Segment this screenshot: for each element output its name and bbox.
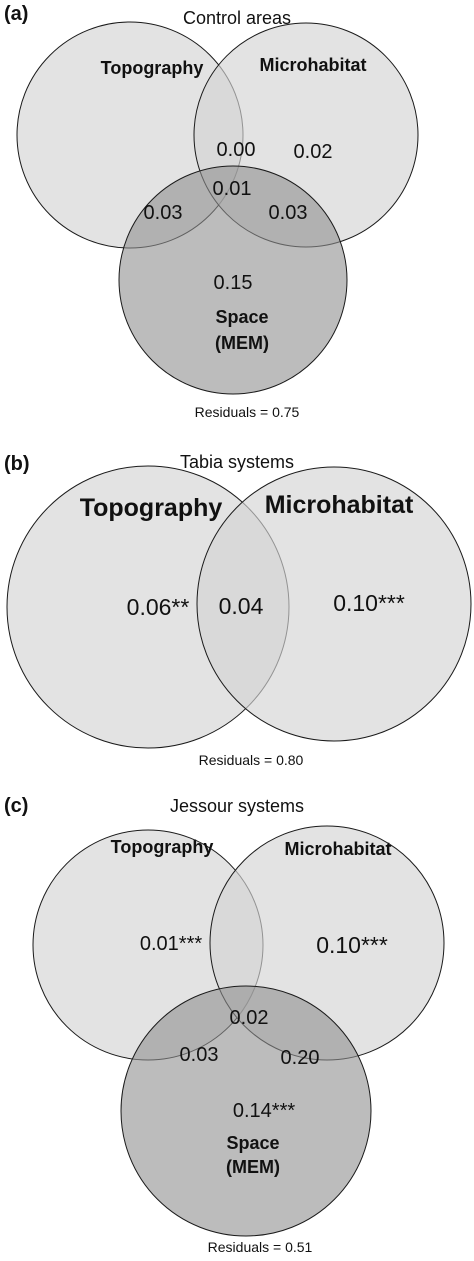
panel-c-microhabitat-label: Microhabitat: [284, 839, 391, 859]
panel-c-topo-only-value: 0.01***: [140, 933, 202, 955]
panel-c-all-three-value: 0.02: [230, 1007, 269, 1029]
panel-c-space-label-line1: Space: [226, 1133, 279, 1153]
panel-b: (b) Tabia systems Topography Microhabita…: [4, 452, 472, 768]
panel-a-micro-space-value: 0.03: [269, 202, 308, 224]
panel-a-microhabitat-label: Microhabitat: [259, 55, 366, 75]
panel-b-microhabitat-circle: [196, 466, 472, 742]
panel-c-space-only-value: 0.14***: [233, 1100, 295, 1122]
panel-b-letter: (b): [4, 453, 30, 475]
panel-c-space-circle: [120, 985, 372, 1237]
panel-a-letter: (a): [4, 3, 28, 25]
panel-a-residuals: Residuals = 0.75: [195, 404, 300, 420]
panel-b-microhabitat-label: Microhabitat: [265, 491, 414, 519]
panel-b-micro-only-value: 0.10***: [333, 590, 405, 616]
panel-c-topo-space-value: 0.03: [180, 1044, 219, 1066]
panel-c-residuals: Residuals = 0.51: [208, 1239, 313, 1255]
panel-c-title: Jessour systems: [170, 796, 304, 816]
panel-c-space-label-line2: (MEM): [226, 1157, 280, 1177]
panel-a-space-circle: [118, 165, 348, 395]
panel-a: (a) Control areas Topography Microhabita…: [4, 3, 419, 420]
panel-c: (c) Jessour systems Topography Microhabi…: [4, 795, 445, 1255]
panel-a-topo-micro-value: 0.00: [217, 139, 256, 161]
panel-b-topo-only-value: 0.06**: [127, 594, 190, 620]
panel-a-topography-label: Topography: [101, 58, 204, 78]
panel-b-topo-micro-value: 0.04: [219, 593, 264, 619]
panel-b-residuals: Residuals = 0.80: [199, 752, 304, 768]
panel-c-letter: (c): [4, 795, 28, 817]
panel-a-space-only-value: 0.15: [214, 272, 253, 294]
panel-a-micro-only-value: 0.02: [294, 141, 333, 163]
panel-c-micro-space-value: 0.20: [281, 1047, 320, 1069]
panel-a-title: Control areas: [183, 8, 291, 28]
panel-a-space-label-line1: Space: [215, 307, 268, 327]
panel-c-micro-only-value: 0.10***: [316, 932, 388, 958]
panel-b-title: Tabia systems: [180, 452, 294, 472]
panel-b-topography-label: Topography: [80, 494, 223, 522]
panel-a-all-three-value: 0.01: [213, 178, 252, 200]
panel-a-topo-space-value: 0.03: [144, 202, 183, 224]
panel-c-topography-label: Topography: [111, 837, 214, 857]
panel-a-space-label-line2: (MEM): [215, 333, 269, 353]
